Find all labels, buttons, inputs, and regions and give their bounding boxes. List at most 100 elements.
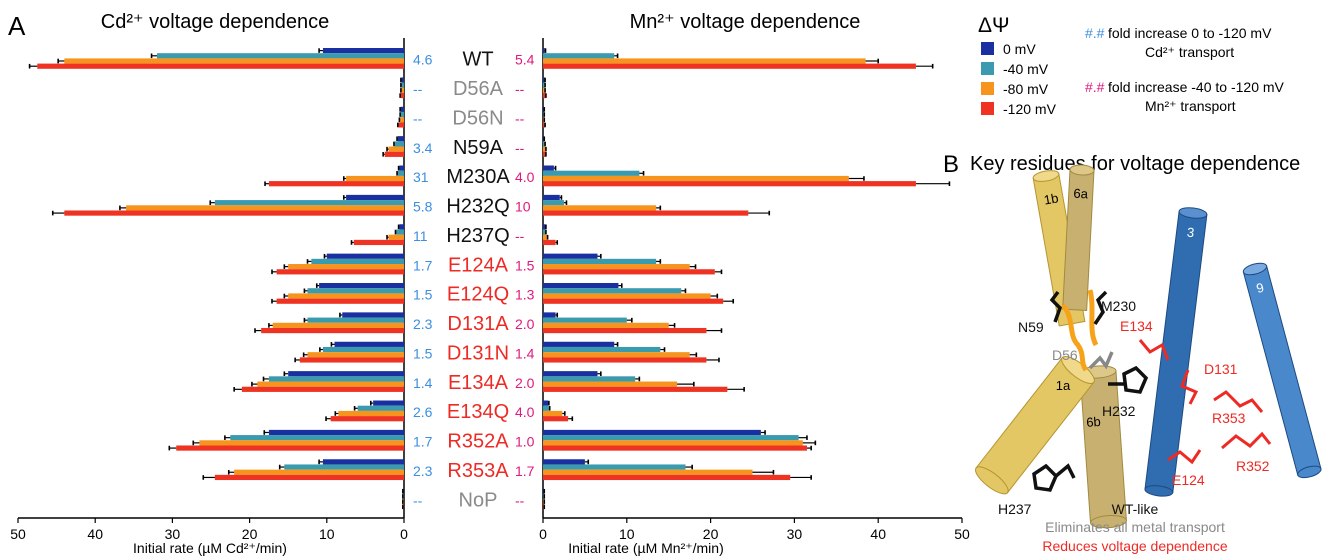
panel-b-title: Key residues for voltage dependence — [970, 153, 1300, 175]
note-cd-line2: Cd²⁺ transport — [1145, 44, 1234, 60]
cd-bar — [257, 381, 404, 387]
mn-bar — [543, 352, 690, 358]
sidechain-e134 — [1138, 339, 1170, 361]
mn-bar — [543, 405, 549, 411]
cd-bar — [322, 346, 404, 353]
cd-bar — [338, 410, 404, 417]
mn-bar — [543, 194, 560, 201]
mn-bar — [543, 288, 682, 294]
mn-bar — [543, 381, 678, 387]
mn-tick-label: 0 — [539, 526, 547, 542]
cd-bar — [394, 141, 404, 147]
cd-bar — [272, 322, 404, 328]
cd-bar — [126, 205, 404, 211]
mutant-label: H237Q — [446, 225, 509, 247]
mn-bar — [543, 175, 849, 182]
legend-note-mn: #.# fold increase -40 to -120 mV Mn²⁺ tr… — [1085, 79, 1285, 114]
cd-bar — [399, 224, 404, 230]
mn-bar — [543, 234, 548, 240]
legend-swatch — [981, 82, 994, 95]
cd-bar — [322, 459, 404, 465]
mn-tick-label: 50 — [954, 526, 970, 542]
svg-text:9: 9 — [1255, 280, 1266, 296]
label-r352: R352 — [1236, 458, 1270, 474]
legend-label: 0 mV — [1003, 41, 1036, 57]
mutant-label: H232Q — [446, 196, 509, 218]
cd-bar — [330, 416, 404, 422]
mn-bar — [543, 357, 707, 363]
mn-fold-annotation: -- — [515, 110, 525, 126]
cd-bar — [64, 58, 404, 64]
cd-bar — [64, 210, 404, 216]
mn-bar — [543, 410, 563, 417]
mn-bar — [543, 87, 545, 93]
cd-bar — [401, 82, 404, 88]
cd-bar — [399, 165, 404, 171]
mutant-label: D56N — [452, 107, 503, 129]
mn-fold-annotation: 1.4 — [515, 345, 535, 361]
mn-bar — [543, 293, 711, 299]
mn-bar — [543, 312, 556, 318]
cd-bar — [261, 327, 404, 334]
cd-bar — [268, 181, 404, 187]
mutant-label: R352A — [447, 431, 509, 453]
mn-bar — [543, 371, 598, 377]
sidechain-h237 — [1032, 463, 1059, 492]
cd-fold-annotation: 1.7 — [413, 257, 433, 273]
mn-bar — [543, 165, 554, 171]
cd-bar — [388, 234, 404, 240]
cd-fold-annotation: 5.8 — [413, 199, 433, 215]
cd-fold-annotation: 4.6 — [413, 52, 433, 68]
label-n59: N59 — [1018, 319, 1044, 335]
svg-text:6b: 6b — [1086, 414, 1101, 430]
mn-bar — [543, 400, 549, 406]
cd-bar — [342, 312, 404, 318]
mn-bar — [543, 77, 545, 83]
cd-tick-label: 50 — [10, 526, 26, 542]
cd-bar — [268, 429, 404, 436]
legend-label: -40 mV — [1003, 61, 1049, 77]
loop-2 — [1087, 289, 1099, 347]
note-mn-mark: #.# — [1085, 79, 1105, 95]
mutant-label: D131A — [447, 313, 509, 335]
mn-bar — [543, 146, 546, 152]
mutant-label: E124Q — [447, 284, 509, 306]
legend-swatch — [981, 102, 994, 115]
label-e124: E124 — [1172, 472, 1205, 488]
svg-text:3: 3 — [1186, 224, 1195, 240]
mn-bar — [543, 122, 545, 128]
mn-bar — [543, 239, 556, 246]
mn-tick-label: 40 — [870, 526, 886, 542]
cd-tick-label: 10 — [319, 526, 335, 542]
cd-fold-annotation: 2.3 — [413, 463, 433, 479]
legend-swatch — [981, 42, 994, 55]
mn-fold-annotation: -- — [515, 492, 525, 508]
mn-bar — [543, 327, 707, 334]
label-r353: R353 — [1212, 410, 1246, 426]
cd-fold-annotation: 2.3 — [413, 316, 433, 332]
cd-fold-annotation: -- — [413, 81, 423, 97]
legend-reduces: Reduces voltage dependence — [1042, 538, 1227, 554]
mn-bar — [543, 92, 546, 99]
helix-9: 9 — [1242, 262, 1322, 479]
sidechain-r353 — [1213, 390, 1264, 413]
svg-text:1b: 1b — [1043, 190, 1060, 207]
cd-bar — [400, 92, 404, 99]
mn-bar — [543, 63, 916, 69]
mn-bar — [543, 181, 916, 187]
cd-bar — [288, 264, 404, 270]
label-h237: H237 — [998, 501, 1032, 517]
mutant-label: D131N — [447, 342, 509, 364]
cd-bar — [199, 440, 404, 446]
mn-fold-annotation: 2.0 — [515, 316, 535, 332]
cd-bar — [398, 122, 404, 128]
cd-tick-label: 40 — [87, 526, 103, 542]
svg-text:6a: 6a — [1073, 186, 1089, 202]
mn-bar — [543, 376, 636, 382]
mn-bar — [543, 469, 753, 475]
cd-fold-annotation: 11 — [413, 228, 428, 244]
sidechain-e124 — [1167, 449, 1202, 465]
helix-1a — [974, 356, 1095, 495]
cd-fold-annotation: 3.4 — [413, 140, 433, 156]
